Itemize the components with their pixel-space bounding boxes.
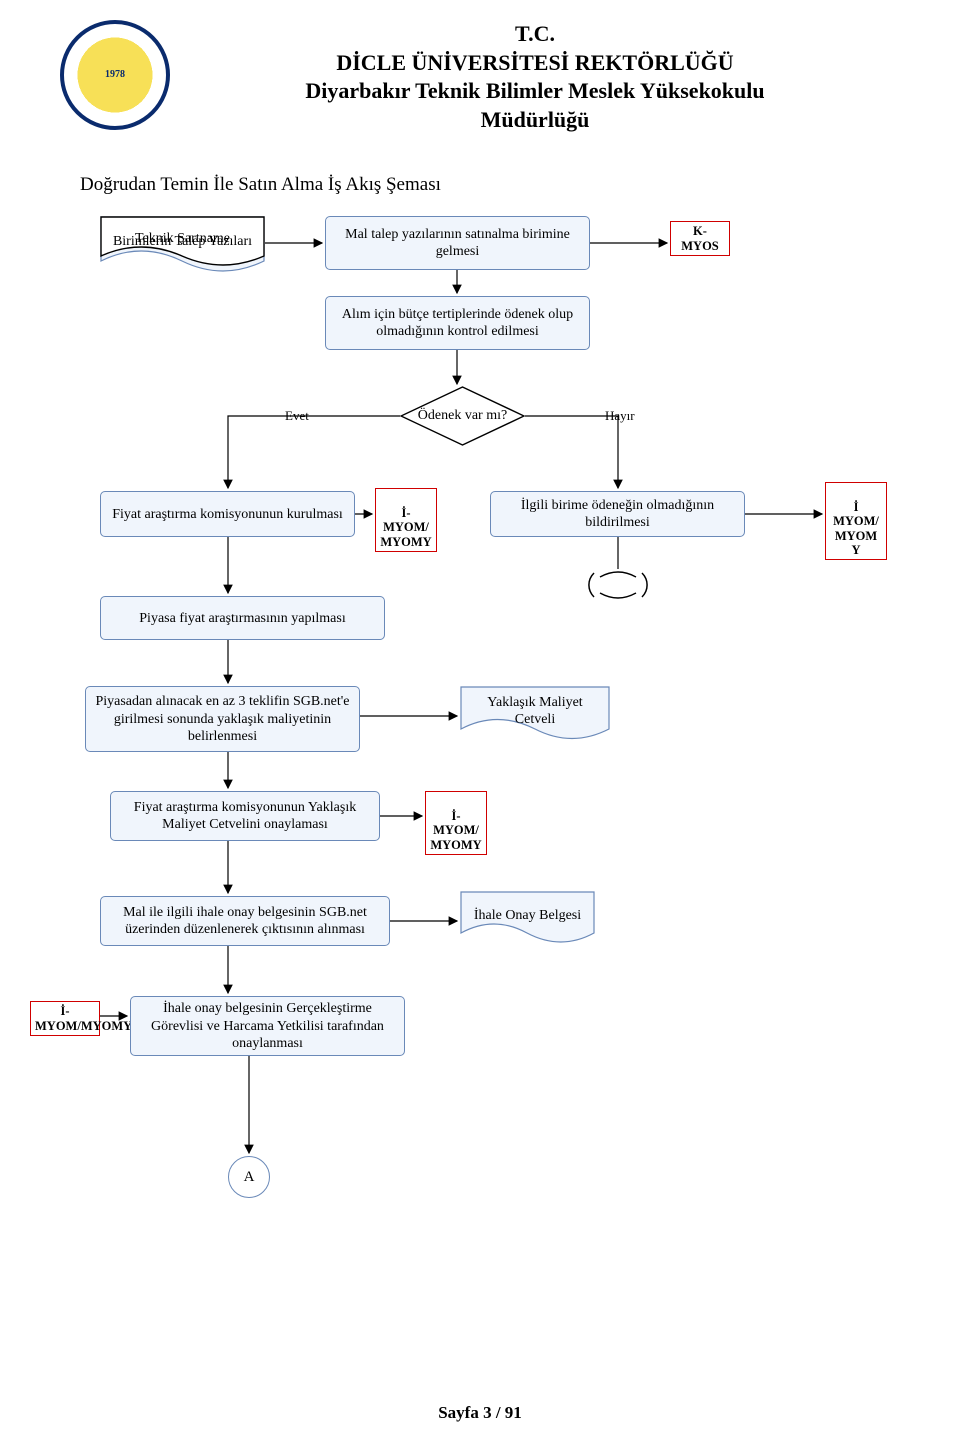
heading-line-3: Diyarbakır Teknik Bilimler Meslek Yüksek… — [170, 77, 900, 106]
diagram-title: Doğrudan Temin İle Satın Alma İş Akış Şe… — [80, 174, 900, 196]
box-text: Mal ile ilgili ihale onay belgesinin SGB… — [109, 904, 381, 939]
box-ilgili-birime: İlgili birime ödeneğin olmadığının bildi… — [490, 491, 745, 537]
box-piyasadan-alinacak: Piyasadan alınacak en az 3 teklifin SGB.… — [85, 686, 360, 752]
doc-text: İhale Onay Belgesi — [466, 907, 589, 935]
heading-line-4: Müdürlüğü — [170, 106, 900, 135]
connector-a: A — [228, 1156, 270, 1198]
flowchart-canvas: Birimlerin Talep Yazıları Mal talep yazı… — [60, 216, 900, 1316]
doc-ihale-onay-belgesi: İhale Onay Belgesi — [460, 891, 595, 949]
badge-i-myom-left: İ-MYOM/MYOMY — [30, 1001, 100, 1036]
box-text: Mal talep yazılarının satınalma birimine… — [334, 226, 581, 261]
university-logo: 1978 — [60, 20, 170, 130]
box-mal-talep: Mal talep yazılarının satınalma birimine… — [325, 216, 590, 270]
box-fiyat-komisyon: Fiyat araştırma komisyonunun kurulması — [100, 491, 355, 537]
connector-label: A — [244, 1169, 255, 1186]
box-text: İhale onay belgesinin Gerçekleştirme Gör… — [139, 1000, 396, 1053]
doc-text: Teknik Şartname — [127, 230, 238, 258]
doc-text: Yaklaşık Maliyet Cetveli — [460, 694, 610, 739]
badge-text: İ-MYOM/MYOMY — [35, 1004, 132, 1032]
box-fiyat-onay: Fiyat araştırma komisyonunun Yaklaşık Ma… — [110, 791, 380, 841]
decision-text: Ödenek var mı? — [418, 408, 507, 424]
heading-line-1: T.C. — [170, 20, 900, 49]
box-text: İlgili birime ödeneğin olmadığının bildi… — [499, 497, 736, 532]
doc-yaklasik-maliyet: Yaklaşık Maliyet Cetveli — [460, 686, 610, 746]
box-alim-butce: Alım için bütçe tertiplerinde ödenek olu… — [325, 296, 590, 350]
box-text: Piyasadan alınacak en az 3 teklifin SGB.… — [94, 693, 351, 746]
decision-odenek: Ödenek var mı? — [400, 386, 525, 446]
badge-i-myom-2: İ- MYOM/ MYOMY — [425, 791, 487, 855]
box-text: Piyasa fiyat araştırmasının yapılması — [139, 610, 345, 628]
box-mal-ihale-onay: Mal ile ilgili ihale onay belgesinin SGB… — [100, 896, 390, 946]
heading-line-2: DİCLE ÜNİVERSİTESİ REKTÖRLÜĞÜ — [170, 49, 900, 78]
box-piyasa-arastirma: Piyasa fiyat araştırmasının yapılması — [100, 596, 385, 640]
terminator-icon — [588, 571, 648, 599]
badge-text: K-MYOS — [681, 224, 719, 252]
logo-year: 1978 — [105, 70, 125, 80]
box-text: Fiyat araştırma komisyonunun kurulması — [112, 506, 343, 524]
badge-i-myom-y: İ MYOM/ MYOM Y — [825, 482, 887, 560]
box-text: Alım için bütçe tertiplerinde ödenek olu… — [334, 306, 581, 341]
page-footer: Sayfa 3 / 91 — [0, 1403, 960, 1423]
label-evet: Evet — [285, 408, 309, 424]
badge-i-myom-1: İ- MYOM/ MYOMY — [375, 488, 437, 552]
label-hayir: Hayır — [605, 408, 635, 424]
badge-text: İ- MYOM/ MYOMY — [430, 809, 481, 852]
header: 1978 T.C. DİCLE ÜNİVERSİTESİ REKTÖRLÜĞÜ … — [60, 20, 900, 134]
page: 1978 T.C. DİCLE ÜNİVERSİTESİ REKTÖRLÜĞÜ … — [0, 0, 960, 1443]
box-text: Fiyat araştırma komisyonunun Yaklaşık Ma… — [119, 799, 371, 834]
badge-text: İ- MYOM/ MYOMY — [380, 506, 431, 549]
badge-text: İ MYOM/ MYOM Y — [833, 500, 879, 557]
arrow-layer — [60, 216, 900, 1316]
heading-block: T.C. DİCLE ÜNİVERSİTESİ REKTÖRLÜĞÜ Diyar… — [170, 20, 900, 134]
box-ihale-gerceklestirme: İhale onay belgesinin Gerçekleştirme Gör… — [130, 996, 405, 1056]
badge-k-myos: K-MYOS — [670, 221, 730, 256]
